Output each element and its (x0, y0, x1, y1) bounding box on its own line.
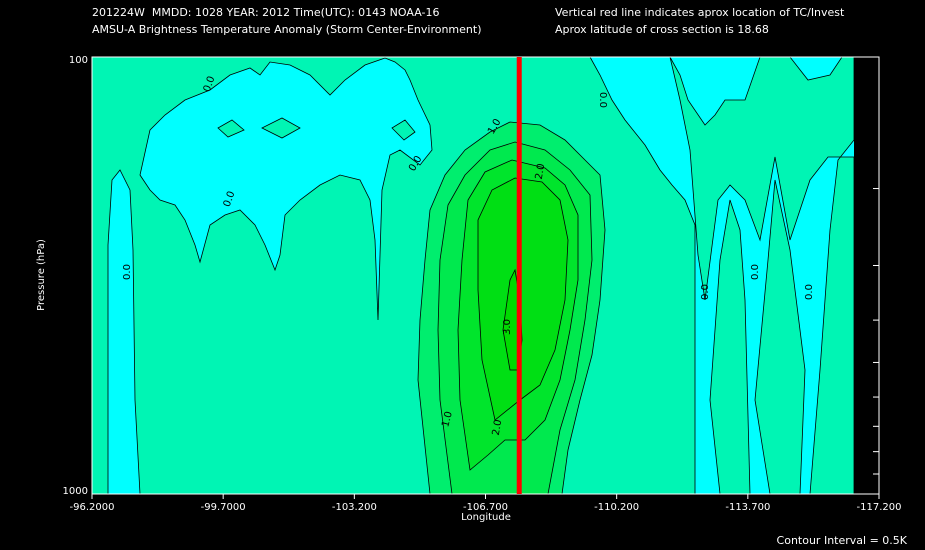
x-axis-label: Longitude (461, 512, 511, 523)
x-tick-label: -110.200 (594, 502, 639, 513)
x-tick-label: -103.200 (332, 502, 377, 513)
contour-label: 0.0 (597, 92, 608, 108)
x-axis: -96.2000 -99.7000 -103.200 -106.700 -110.200… (70, 494, 902, 513)
contour-label: 0.0 (222, 190, 238, 209)
contour-label: 1.0 (440, 410, 455, 428)
y-tick-label: 1000 (63, 486, 88, 497)
y-tick-label: 100 (69, 55, 88, 66)
y-axis: 100 1000 (63, 55, 879, 497)
header-product-title: AMSU-A Brightness Temperature Anomaly (S… (92, 23, 482, 36)
contour-label: 0.0 (202, 75, 218, 94)
contour-label: 2.0 (491, 419, 505, 437)
x-tick-label: -113.700 (725, 502, 770, 513)
contour-label: 0.0 (750, 264, 761, 280)
contour-label: 0.0 (804, 284, 815, 300)
contour-label: 3.0 (502, 319, 513, 335)
x-tick-label: -96.2000 (70, 502, 115, 513)
contour-labels: 0.00.00.00.00.00.00.00.01.02.03.01.0 2.0 (122, 75, 815, 437)
contour-label: 0.0 (122, 264, 133, 280)
header-storm-info: 201224W MMDD: 1028 YEAR: 2012 Time(UTC):… (92, 6, 440, 19)
x-tick-label: -117.200 (857, 502, 902, 513)
x-tick-label: -99.7000 (201, 502, 246, 513)
no-data-strip (854, 57, 879, 494)
contour-interval-note: Contour Interval = 0.5K (776, 534, 907, 547)
contour-label: 0.0 (700, 284, 711, 300)
x-tick-label: -106.700 (463, 502, 508, 513)
header-red-line-note: Vertical red line indicates aprox locati… (555, 6, 845, 19)
header-latitude-note: Aprox latitude of cross section is 18.68 (555, 23, 769, 36)
contour-fill-level-2-5 (477, 177, 569, 421)
contour-label: 2.0 (534, 163, 548, 181)
y-axis-label: Pressure (hPa) (36, 239, 47, 311)
